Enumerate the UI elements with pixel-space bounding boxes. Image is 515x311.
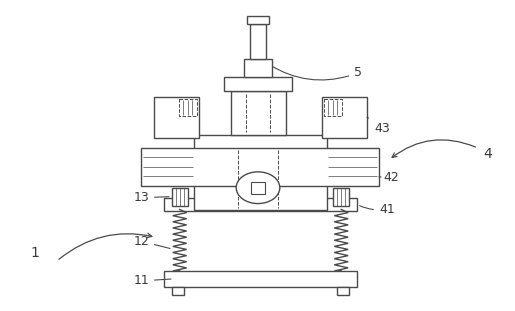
Bar	[250, 24, 266, 59]
Bar	[333, 188, 349, 206]
Bar	[244, 59, 272, 77]
Text: 42: 42	[379, 171, 400, 184]
Bar	[337, 287, 349, 295]
Bar	[225, 77, 291, 91]
Ellipse shape	[236, 172, 280, 204]
Bar	[154, 96, 198, 138]
Text: 41: 41	[359, 203, 394, 216]
Bar	[172, 188, 187, 206]
Bar	[251, 182, 265, 194]
Text: 1: 1	[30, 246, 39, 260]
Bar	[324, 99, 342, 116]
Text: 5: 5	[270, 65, 362, 80]
Bar	[247, 16, 269, 24]
Text: 43: 43	[367, 117, 390, 135]
Bar	[322, 96, 367, 138]
Text: 11: 11	[133, 274, 171, 287]
Bar	[164, 271, 357, 287]
Bar	[194, 135, 328, 210]
Bar	[179, 99, 197, 116]
Bar	[141, 148, 379, 186]
Text: 12: 12	[133, 235, 170, 248]
Bar	[164, 197, 357, 211]
Bar	[172, 287, 184, 295]
Text: 13: 13	[133, 191, 169, 204]
Bar	[231, 91, 286, 135]
Text: 4: 4	[483, 147, 492, 161]
